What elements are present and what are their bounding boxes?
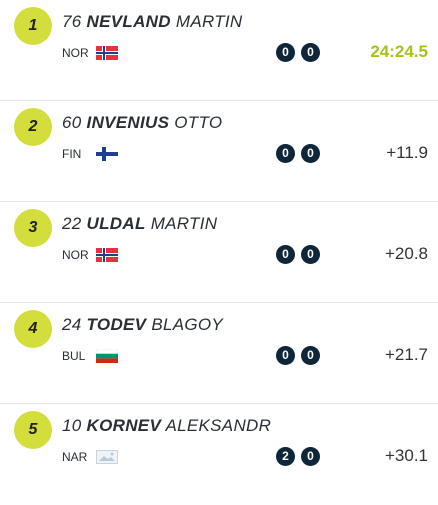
flag	[96, 450, 118, 464]
first-name: MARTIN	[150, 214, 218, 233]
shooting: 0	[276, 346, 295, 365]
first-name: MARTIN	[175, 12, 243, 31]
time: 24:24.5	[370, 42, 428, 61]
last-name: ULDAL	[86, 214, 146, 233]
shooting: 0	[276, 144, 295, 163]
last-name: TODEV	[86, 315, 147, 334]
shooting: 0	[301, 43, 320, 62]
time: +11.9	[386, 143, 428, 162]
rank: 5	[14, 411, 52, 449]
nation: FIN	[62, 147, 82, 161]
athlete-name: 60 INVENIUS OTTO	[62, 113, 222, 133]
shooting: 0	[301, 144, 320, 163]
last-name: INVENIUS	[86, 113, 170, 132]
flag	[96, 349, 118, 363]
rank: 2	[14, 108, 52, 146]
athlete-name: 10 KORNEV ALEKSANDR	[62, 416, 271, 436]
athlete-name: 76 NEVLAND MARTIN	[62, 12, 243, 32]
nation: BUL	[62, 349, 86, 363]
last-name: NEVLAND	[86, 12, 171, 31]
nation: NOR	[62, 248, 89, 262]
bib: 24	[62, 315, 82, 334]
bib: 60	[62, 113, 82, 132]
last-name: KORNEV	[86, 416, 162, 435]
athlete-name: 24 TODEV BLAGOY	[62, 315, 223, 335]
first-name: OTTO	[174, 113, 223, 132]
bib: 22	[62, 214, 82, 233]
nation: NOR	[62, 46, 89, 60]
rank: 3	[14, 209, 52, 247]
flag	[96, 147, 118, 161]
shooting: 0	[301, 447, 320, 466]
shooting: 0	[276, 245, 295, 264]
flag	[96, 248, 118, 262]
result-row[interactable]: 4 24 TODEV BLAGOY BUL 0 0 +21.7	[0, 303, 438, 404]
rank: 1	[14, 7, 52, 45]
rank: 4	[14, 310, 52, 348]
first-name: BLAGOY	[151, 315, 224, 334]
time: +20.8	[384, 244, 428, 263]
athlete-name: 22 ULDAL MARTIN	[62, 214, 217, 234]
result-row[interactable]: 3 22 ULDAL MARTIN NOR 0 0 +20.8	[0, 202, 438, 303]
result-row[interactable]: 5 10 KORNEV ALEKSANDR NAR 2 0 +30.1	[0, 404, 438, 505]
first-name: ALEKSANDR	[165, 416, 272, 435]
bib: 76	[62, 12, 82, 31]
shooting: 2	[276, 447, 295, 466]
shooting: 0	[301, 346, 320, 365]
time: +30.1	[384, 446, 428, 465]
shooting: 0	[301, 245, 320, 264]
nation: NAR	[62, 450, 88, 464]
shooting: 0	[276, 43, 295, 62]
result-row[interactable]: 2 60 INVENIUS OTTO FIN 0 0 +11.9	[0, 101, 438, 202]
results-list: 1 76 NEVLAND MARTIN NOR 0 0 24:24.5 2 60…	[0, 0, 438, 466]
bib: 10	[62, 416, 82, 435]
result-row[interactable]: 1 76 NEVLAND MARTIN NOR 0 0 24:24.5	[0, 0, 438, 101]
flag	[96, 46, 118, 60]
time: +21.7	[384, 345, 428, 364]
